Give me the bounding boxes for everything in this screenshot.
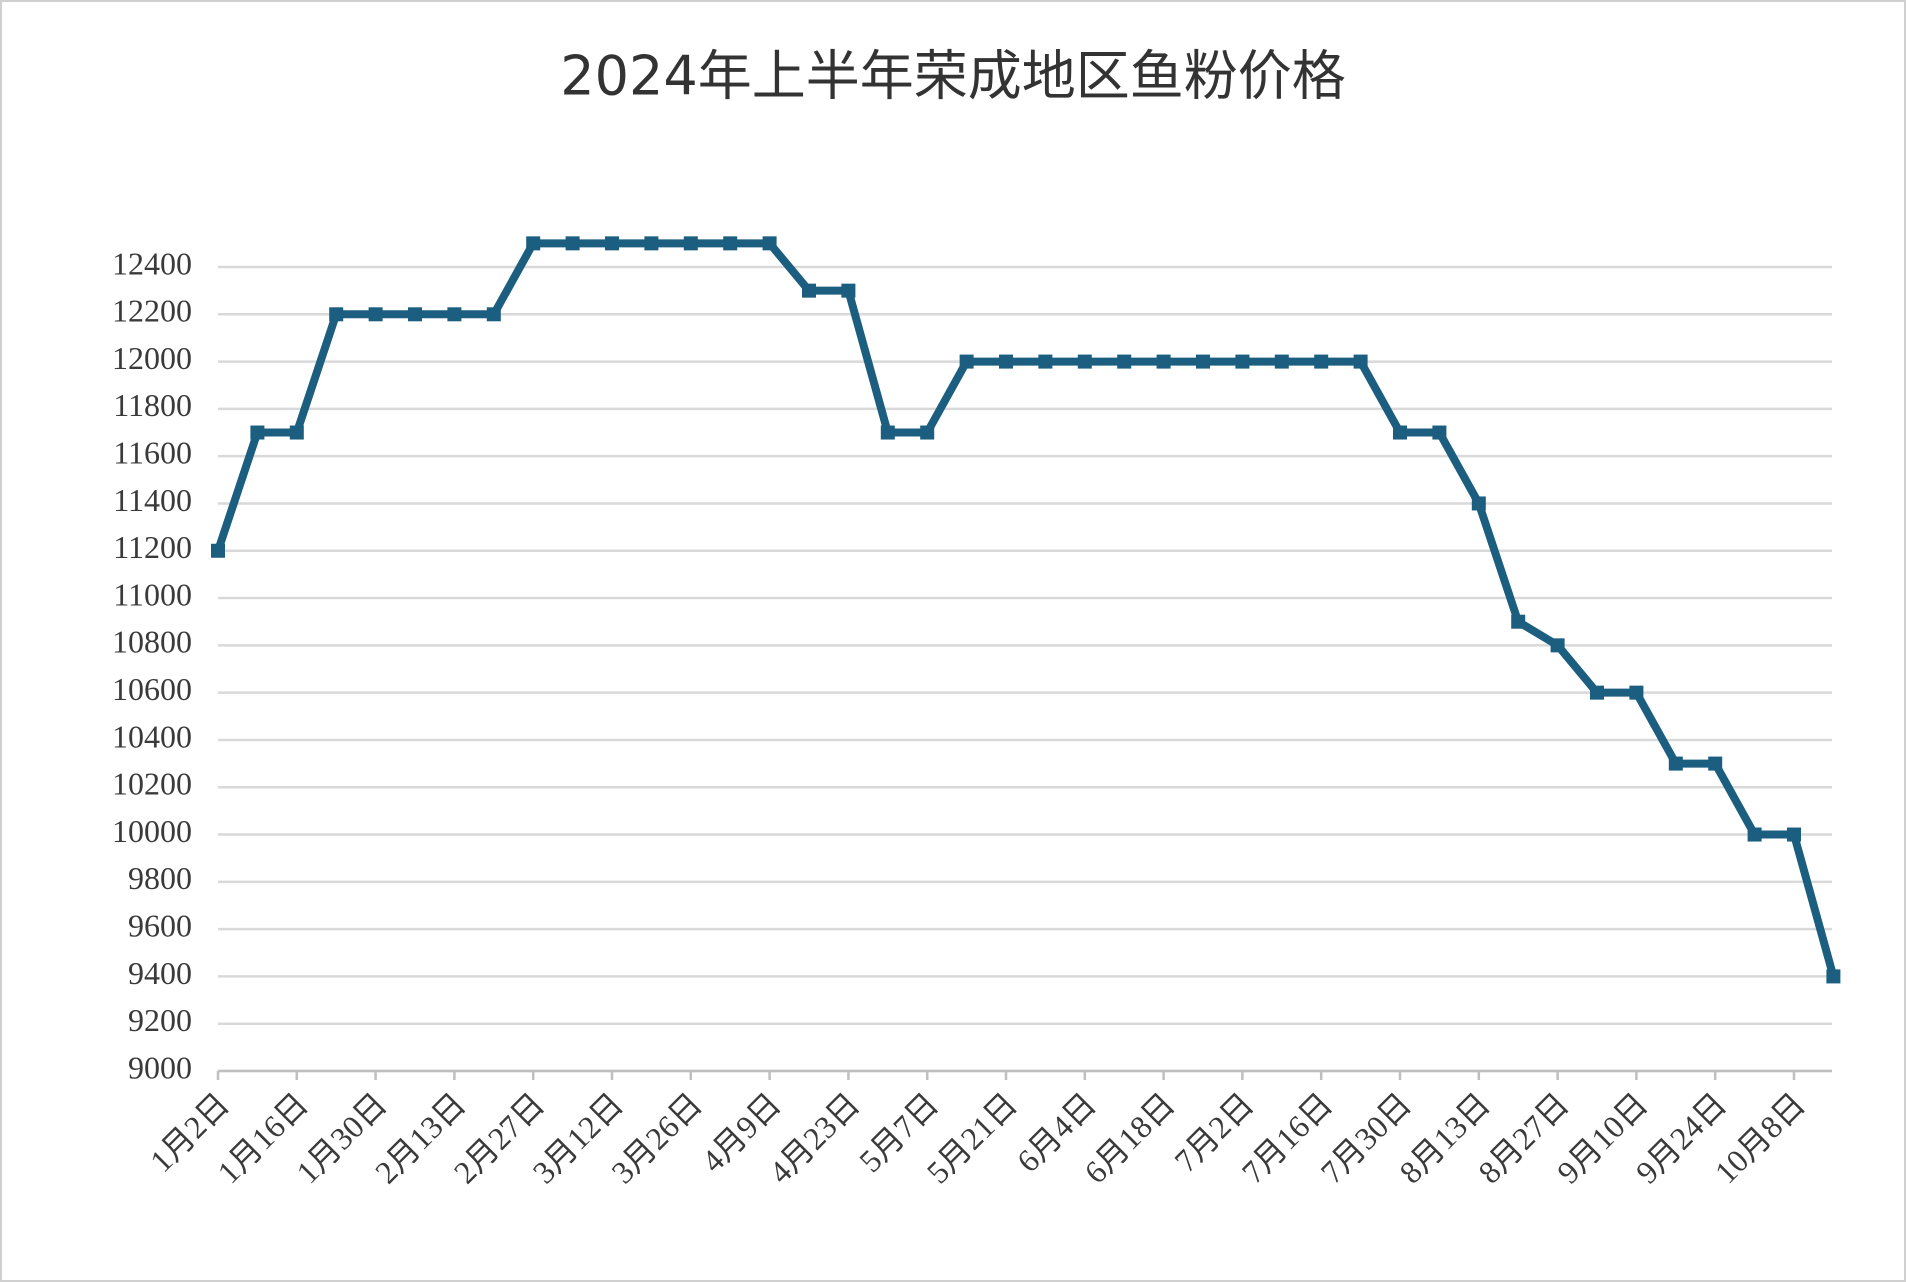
data-marker (211, 543, 225, 558)
y-tick-label: 9000 (128, 1049, 192, 1085)
data-marker (289, 425, 304, 440)
data-marker (368, 307, 383, 322)
data-marker (880, 425, 895, 440)
data-marker (605, 236, 619, 251)
data-marker (920, 425, 935, 440)
y-tick-label: 10200 (112, 766, 192, 802)
data-marker (1077, 354, 1092, 369)
data-marker (1708, 756, 1723, 771)
data-marker (486, 307, 501, 322)
data-marker (1314, 354, 1329, 369)
data-marker (683, 236, 698, 251)
y-tick-label: 11000 (113, 576, 192, 612)
data-marker (1156, 354, 1171, 369)
y-tick-label: 10000 (112, 813, 192, 849)
data-marker (1787, 827, 1801, 842)
y-tick-label: 12200 (112, 293, 192, 329)
y-tick-label: 12000 (112, 340, 192, 376)
y-tick-label: 9800 (128, 860, 192, 896)
data-marker (1590, 685, 1604, 700)
data-marker (1393, 425, 1407, 440)
data-marker (1629, 685, 1644, 700)
y-tick-label: 9200 (128, 1002, 192, 1038)
chart-title: 2024年上半年荣成地区鱼粉价格 (560, 45, 1345, 108)
y-tick-label: 10600 (112, 671, 192, 707)
data-marker (1471, 496, 1486, 511)
data-marker (408, 307, 422, 322)
data-marker (999, 354, 1013, 369)
y-tick-label: 11800 (113, 387, 192, 423)
data-marker (329, 307, 344, 322)
y-tick-label: 9400 (128, 955, 192, 991)
y-tick-label: 10800 (112, 624, 192, 660)
data-marker (1353, 354, 1368, 369)
data-marker (250, 425, 265, 440)
data-marker (1747, 827, 1762, 842)
data-marker (1511, 614, 1526, 629)
data-marker (841, 283, 856, 298)
data-marker (1550, 638, 1565, 653)
data-marker (1826, 969, 1841, 984)
y-tick-label: 10400 (112, 718, 192, 754)
data-marker (1196, 354, 1210, 369)
data-marker (762, 236, 777, 251)
data-marker (1038, 354, 1053, 369)
data-marker (723, 236, 738, 251)
data-marker (1117, 354, 1132, 369)
data-marker (644, 236, 659, 251)
y-tick-label: 11600 (113, 435, 192, 471)
data-marker (959, 354, 974, 369)
data-marker (526, 236, 541, 251)
data-marker (447, 307, 462, 322)
data-marker (1235, 354, 1250, 369)
data-marker (1432, 425, 1447, 440)
data-marker (1668, 756, 1683, 771)
y-tick-label: 12400 (112, 245, 192, 281)
y-tick-label: 11400 (113, 482, 192, 518)
y-tick-label: 9600 (128, 907, 192, 943)
data-marker (1274, 354, 1289, 369)
data-marker (565, 236, 580, 251)
y-tick-label: 11200 (113, 529, 192, 565)
data-marker (802, 283, 816, 298)
